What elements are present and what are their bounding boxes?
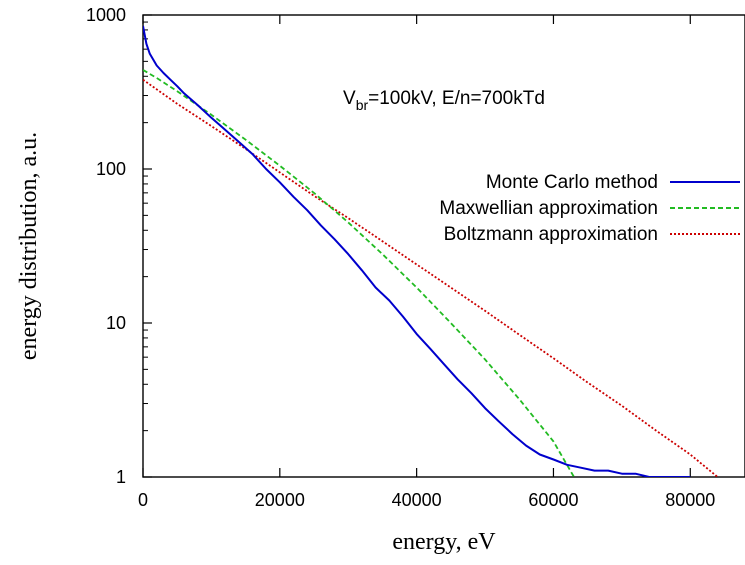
annotation-subscript: br xyxy=(356,97,369,113)
x-axis-label: energy, eV xyxy=(392,529,496,555)
y-axis-label: energy distribution, a.u. xyxy=(16,132,42,360)
chart-annotation: Vbr=100kV, E/n=700kTd xyxy=(343,88,545,113)
legend: Monte Carlo method Maxwellian approximati… xyxy=(439,172,740,245)
annotation-prefix: V xyxy=(343,88,356,109)
tick-labels: 0 20000 40000 60000 80000 1 10 100 1000 xyxy=(86,5,715,510)
series-line-boltzmann-approximation xyxy=(143,78,719,477)
y-tick-label: 1000 xyxy=(86,5,126,25)
x-tick-label: 20000 xyxy=(255,490,305,510)
x-tick-label: 60000 xyxy=(528,490,578,510)
y-tick-label: 10 xyxy=(106,313,126,333)
x-tick-label: 80000 xyxy=(665,490,715,510)
legend-label: Monte Carlo method xyxy=(486,172,658,193)
annotation-suffix: =100kV, E/n=700kTd xyxy=(368,88,545,109)
y-tick-label: 1 xyxy=(116,467,126,487)
x-tick-label: 40000 xyxy=(392,490,442,510)
y-tick-label: 100 xyxy=(96,159,126,179)
x-tick-label: 0 xyxy=(138,490,148,510)
legend-label: Boltzmann approximation xyxy=(444,224,658,245)
series-layer xyxy=(143,25,719,477)
axes xyxy=(142,14,745,478)
legend-label: Maxwellian approximation xyxy=(439,198,658,219)
plot-frame xyxy=(142,14,745,478)
series-line-monte-carlo-method xyxy=(143,25,691,477)
series-line-maxwellian-approximation xyxy=(143,69,575,477)
